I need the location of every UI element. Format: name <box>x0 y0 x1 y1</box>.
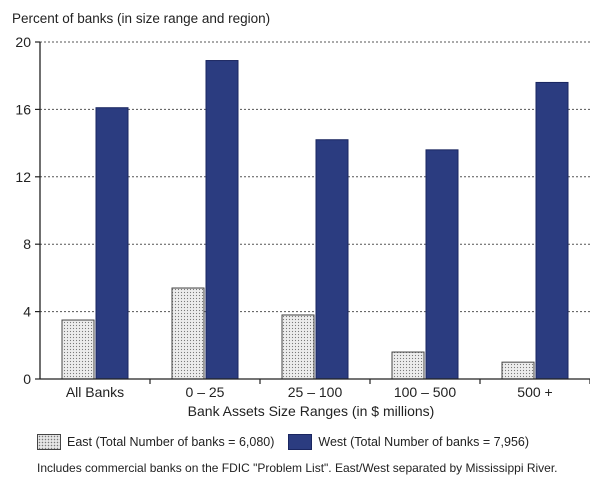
west-swatch <box>288 434 313 450</box>
legend-east-label: East (Total Number of banks = 6,080) <box>67 435 275 449</box>
footnote: Includes commercial banks on the FDIC "P… <box>37 461 558 475</box>
y-axis-label: Percent of banks (in size range and regi… <box>12 11 270 26</box>
bar-east <box>171 287 205 380</box>
x-tick-label: All Banks <box>66 384 124 400</box>
y-tick-label: 16 <box>15 101 31 117</box>
bar-east <box>281 314 315 380</box>
x-tick-label: 0 – 25 <box>186 384 225 400</box>
bar-west <box>535 81 569 380</box>
x-tick-label: 500 + <box>517 384 552 400</box>
y-tick-label: 20 <box>15 34 31 50</box>
y-tick-labels: 0 4 8 12 16 20 <box>15 34 31 387</box>
y-tick-label: 0 <box>23 371 31 387</box>
y-tick-label: 12 <box>15 169 31 185</box>
axes <box>35 41 590 384</box>
y-tick-label: 8 <box>23 236 31 252</box>
x-tick-labels: All Banks 0 – 25 25 – 100 100 – 500 500 + <box>66 384 553 400</box>
bar-west <box>95 107 129 380</box>
bar-chart: Percent of banks (in size range and regi… <box>12 11 590 419</box>
bar-west <box>315 139 349 380</box>
bar-west <box>205 60 239 380</box>
legend: East (Total Number of banks = 6,080) Wes… <box>37 434 529 450</box>
bar-east <box>501 361 535 380</box>
x-tick-label: 100 – 500 <box>394 384 456 400</box>
east-swatch <box>37 434 61 450</box>
bar-east <box>61 319 95 380</box>
bars <box>61 60 569 380</box>
bar-east <box>391 351 425 380</box>
y-tick-label: 4 <box>23 304 31 320</box>
x-tick-label: 25 – 100 <box>288 384 343 400</box>
x-axis-label: Bank Assets Size Ranges (in $ millions) <box>188 403 435 419</box>
legend-west-label: West (Total Number of banks = 7,956) <box>318 435 530 449</box>
bar-west <box>425 149 459 380</box>
